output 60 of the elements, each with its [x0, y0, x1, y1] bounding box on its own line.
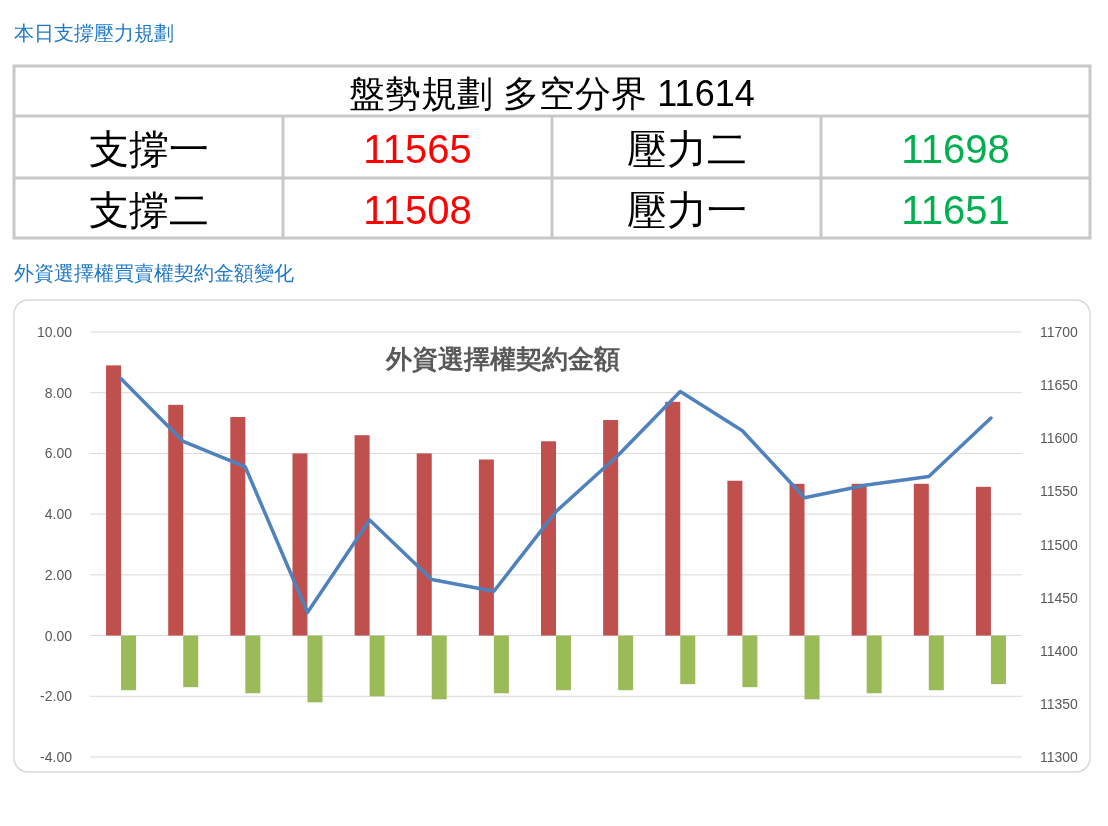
y2-tick-label: 11450 [1040, 589, 1079, 606]
y2-tick-label: 11400 [1040, 642, 1079, 659]
y-tick-label: 10.00 [36, 324, 73, 340]
bar [369, 635, 385, 697]
y-tick-label: 0.00 [44, 627, 73, 644]
bar [928, 635, 944, 691]
bar [478, 459, 494, 636]
bar [727, 480, 743, 636]
text: 11508 [363, 188, 472, 232]
y2-tick-label: 11300 [1040, 749, 1079, 765]
bar [556, 635, 571, 691]
y2-tick-label: 11500 [1040, 536, 1079, 553]
bar [804, 635, 820, 700]
y-tick-label: 8.00 [44, 384, 73, 401]
bar [665, 401, 681, 636]
bar [106, 365, 122, 636]
bar [541, 441, 556, 636]
bar [121, 635, 137, 691]
bar [493, 635, 509, 694]
bar [789, 483, 805, 636]
y-tick-label: 2.00 [44, 566, 73, 583]
y2-tick-label: 11600 [1040, 430, 1079, 447]
y2-tick-label: 11700 [1040, 324, 1079, 340]
bar [975, 486, 991, 636]
text: 11651 [901, 188, 1010, 232]
text: 外資選擇權契約金額 [385, 344, 620, 374]
bar [680, 635, 696, 685]
text: 盤勢規劃 多空分界 11614 [349, 73, 755, 114]
text: 本日支撐壓力規劃 [14, 22, 174, 44]
bar [230, 417, 246, 636]
bar [603, 420, 619, 636]
bar [990, 635, 1006, 685]
y-tick-label: 6.00 [44, 445, 73, 462]
chart-subtitle: 外資選擇權買賣權契約金額變化 [14, 262, 294, 284]
bar [913, 483, 929, 636]
bar [742, 635, 758, 688]
bar [618, 635, 634, 691]
text: 11698 [901, 127, 1010, 171]
bar [851, 483, 867, 636]
y-tick-label: -4.00 [40, 749, 73, 765]
line-series [119, 377, 993, 615]
bar [168, 404, 184, 636]
y2-tick-label: 11650 [1040, 377, 1079, 394]
bar [183, 635, 199, 688]
text: 支撐一 [88, 127, 209, 171]
bar [292, 453, 308, 636]
y-tick-label: 4.00 [44, 506, 73, 523]
y-tick-label: -2.00 [40, 688, 73, 705]
bar [431, 635, 447, 700]
text: 壓力一 [626, 188, 747, 232]
y2-tick-label: 11550 [1040, 483, 1079, 500]
text: 支撐二 [88, 188, 209, 232]
y2-tick-label: 11350 [1040, 695, 1079, 712]
bar [307, 635, 323, 703]
bar [354, 435, 370, 636]
bar [416, 453, 432, 636]
text: 壓力二 [626, 127, 747, 171]
bar [866, 635, 882, 694]
bar [245, 635, 261, 694]
text: 11565 [363, 127, 472, 171]
